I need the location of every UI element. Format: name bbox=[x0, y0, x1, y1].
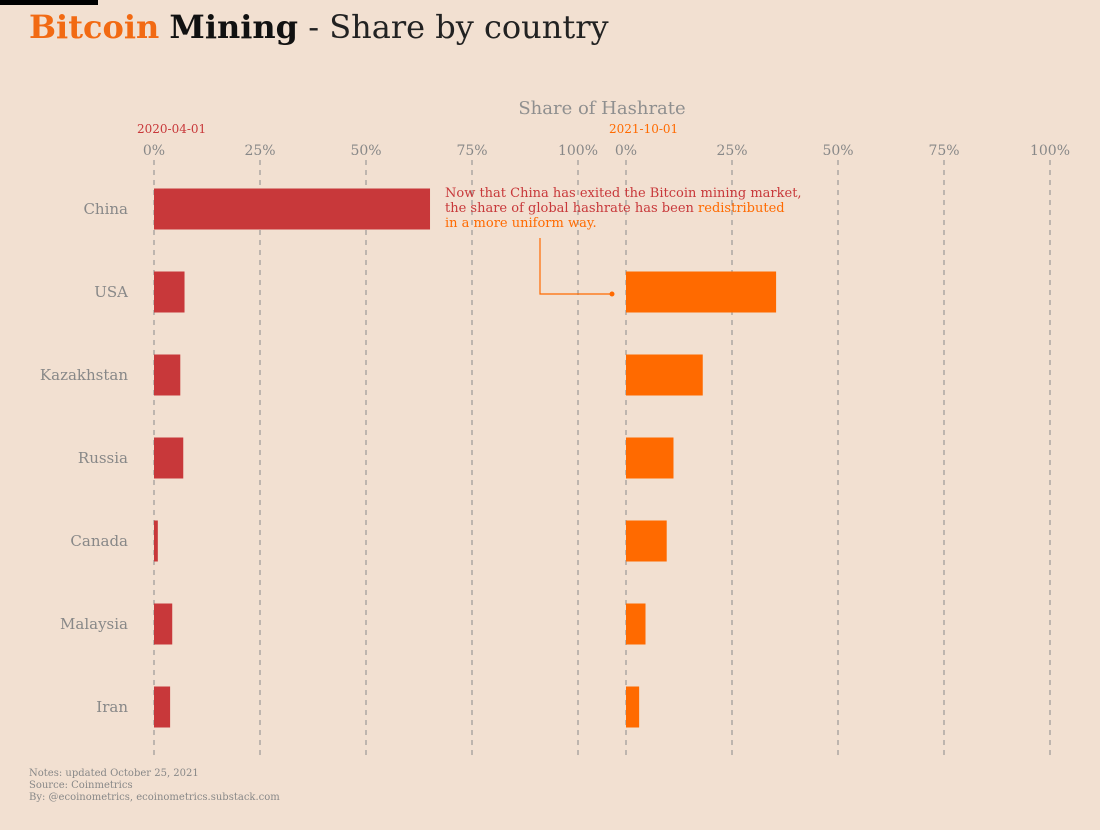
bar-left-canada bbox=[154, 520, 158, 562]
note-author: By: @ecoinometrics, ecoinometrics.substa… bbox=[29, 792, 280, 803]
tick-label-right-0: 0% bbox=[615, 143, 637, 159]
category-label-russia: Russia bbox=[78, 449, 128, 467]
left-panel-date: 2020-04-01 bbox=[137, 122, 206, 136]
bar-left-iran bbox=[154, 686, 171, 728]
tick-label-left-25: 25% bbox=[244, 143, 275, 159]
annotation-line-1: Now that China has exited the Bitcoin mi… bbox=[445, 186, 802, 201]
notes: Notes: updated October 25, 2021 Source: … bbox=[29, 768, 280, 804]
annotation-highlight: redistributed bbox=[698, 201, 785, 216]
bar-left-kazakhstan bbox=[154, 354, 181, 396]
bar-right-malaysia bbox=[626, 603, 646, 645]
title-bitcoin: Bitcoin bbox=[29, 8, 160, 46]
tick-label-right-75: 75% bbox=[928, 143, 959, 159]
annotation-arrow bbox=[539, 238, 612, 295]
category-label-usa: USA bbox=[94, 283, 128, 301]
annotation-arrow-head bbox=[609, 291, 615, 297]
right-panel-date: 2021-10-01 bbox=[609, 122, 678, 136]
title-rest: - Share by country bbox=[298, 8, 609, 46]
svg-text:Now that China has exited the: Now that China has exited the Bitcoin mi… bbox=[445, 186, 806, 231]
annotation: Now that China has exited the Bitcoin mi… bbox=[445, 186, 806, 297]
bar-right-iran bbox=[626, 686, 640, 728]
tick-label-left-75: 75% bbox=[456, 143, 487, 159]
bar-right-usa bbox=[626, 271, 777, 313]
tick-label-left-0: 0% bbox=[143, 143, 165, 159]
category-label-kazakhstan: Kazakhstan bbox=[40, 366, 128, 384]
tick-label-right-50: 50% bbox=[822, 143, 853, 159]
annotation-line-3: in a more uniform way. bbox=[445, 216, 597, 231]
bar-left-malaysia bbox=[154, 603, 173, 645]
note-source: Source: Coinmetrics bbox=[29, 780, 133, 791]
bar-left-russia bbox=[154, 437, 184, 479]
category-label-iran: Iran bbox=[96, 698, 128, 716]
chart-title: Share of Hashrate bbox=[518, 98, 685, 119]
category-label-canada: Canada bbox=[70, 532, 128, 550]
bar-left-china bbox=[154, 188, 431, 230]
tick-label-left-100: 100% bbox=[558, 143, 598, 159]
category-label-china: China bbox=[83, 200, 128, 218]
page-title: Bitcoin Mining - Share by country bbox=[29, 8, 609, 46]
tick-label-right-100: 100% bbox=[1030, 143, 1070, 159]
top-accent-bar bbox=[0, 0, 98, 5]
title-mining: Mining bbox=[169, 8, 299, 46]
annotation-line-2: the share of global hashrate has been bbox=[445, 201, 698, 216]
bar-left-usa bbox=[154, 271, 185, 313]
bar-right-kazakhstan bbox=[626, 354, 703, 396]
bar-right-canada bbox=[626, 520, 667, 562]
note-updated: Notes: updated October 25, 2021 bbox=[29, 768, 199, 779]
category-label-malaysia: Malaysia bbox=[60, 615, 128, 633]
tick-label-left-50: 50% bbox=[350, 143, 381, 159]
bar-right-russia bbox=[626, 437, 674, 479]
tick-label-right-25: 25% bbox=[716, 143, 747, 159]
